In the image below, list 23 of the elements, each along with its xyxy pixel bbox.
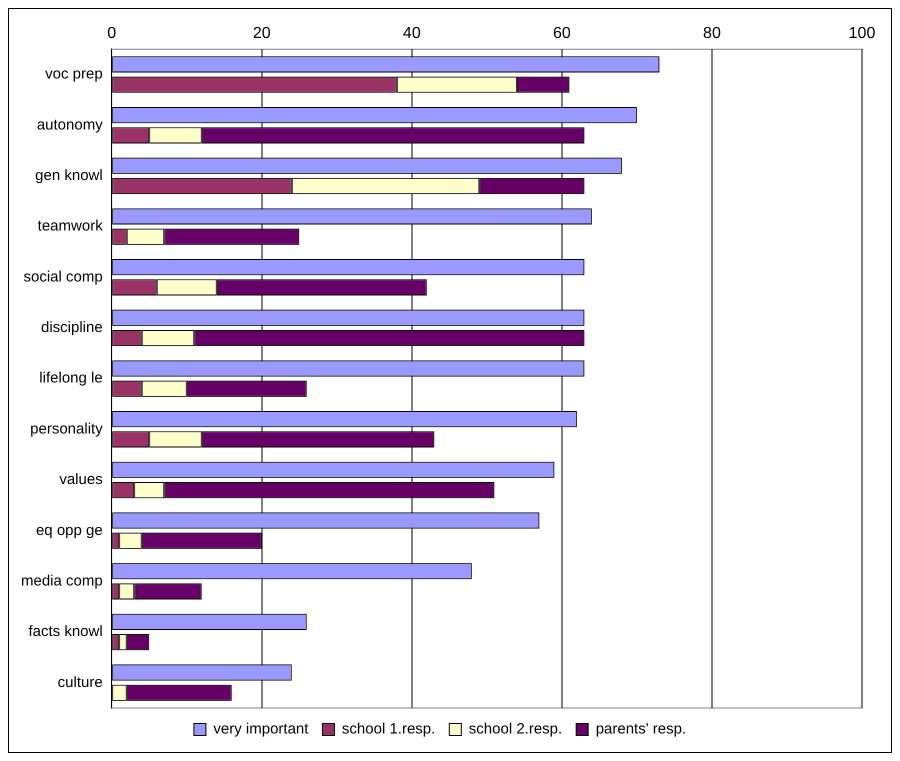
y-tick-label: discipline — [41, 319, 103, 336]
x-tick-label: 40 — [402, 25, 421, 42]
y-tick-label: personality — [30, 420, 104, 438]
legend-label: very important — [213, 720, 310, 738]
y-tick-label: autonomy — [36, 116, 104, 134]
x-tick-label: 80 — [703, 25, 721, 42]
legend-label: school 1.resp. — [342, 720, 436, 738]
y-tick-label: teamwork — [38, 218, 104, 235]
y-tick-label: eq opp ge — [36, 522, 103, 539]
y-tick-label: social comp — [24, 268, 103, 286]
x-tick-label: 60 — [552, 25, 571, 42]
y-tick-label: voc prep — [45, 66, 103, 83]
y-tick-label: lifelong le — [39, 370, 103, 387]
y-tick-label: facts knowl — [28, 623, 103, 640]
legend-label: parents' resp. — [596, 720, 686, 738]
y-tick-label: media comp — [21, 572, 103, 590]
x-tick-label: 20 — [252, 25, 271, 42]
x-tick-label: 0 — [107, 25, 116, 42]
x-tick-label: 100 — [848, 25, 876, 42]
legend-label: school 2.resp. — [468, 720, 562, 738]
y-tick-label: gen knowl — [35, 167, 103, 184]
y-tick-label: culture — [58, 674, 103, 691]
y-tick-label: values — [59, 471, 103, 488]
